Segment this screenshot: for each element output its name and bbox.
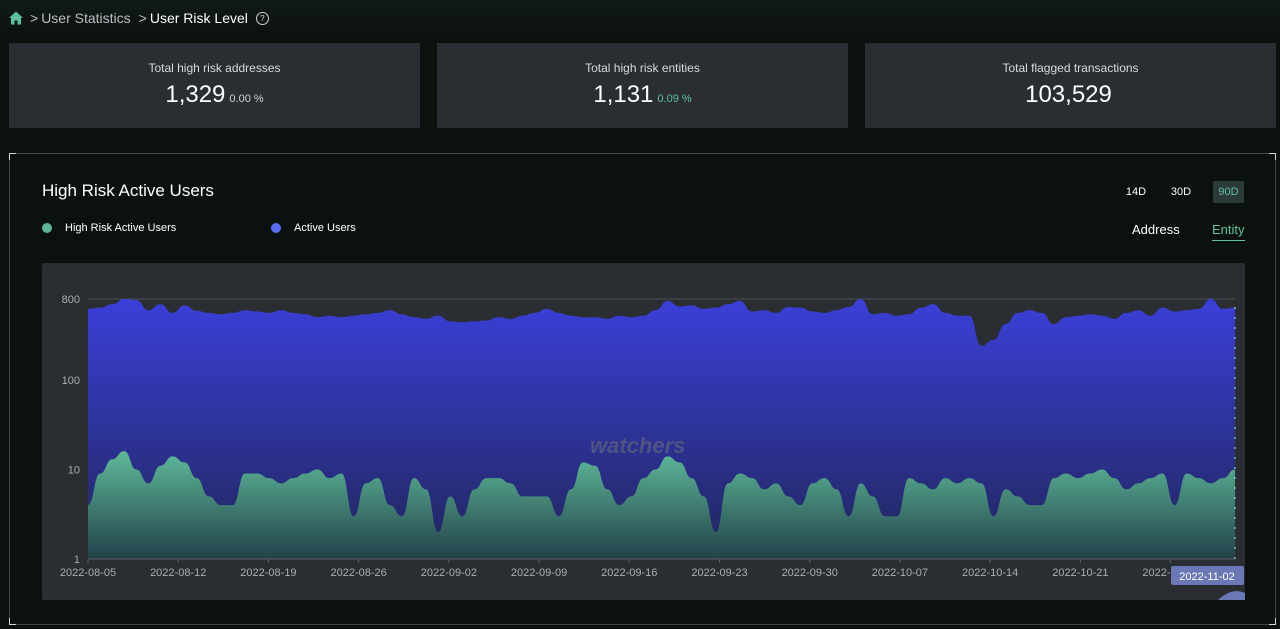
y-tick-label: 10 <box>68 464 80 476</box>
x-tick-label: 2022-09-23 <box>691 567 747 579</box>
legend-label: High Risk Active Users <box>65 222 177 234</box>
x-tick-label: 2022-08-19 <box>240 567 296 579</box>
stat-value: 1,131 0.09 % <box>437 81 848 109</box>
risk-chart[interactable]: watchers 1 10 100 800 2022-08-05 2022-08-12 2… <box>42 263 1245 600</box>
stat-value: 103,529 <box>865 81 1276 109</box>
chart-area: watchers 1 10 100 800 2022-08-05 2022-08-12 2… <box>42 263 1245 600</box>
home-icon[interactable] <box>8 10 24 26</box>
stat-card-transactions: Total flagged transactions 103,529 <box>865 43 1276 128</box>
x-tick-label: 2022-09-16 <box>601 567 657 579</box>
stat-change: 0.00 % <box>229 93 264 105</box>
y-tick-label: 800 <box>62 294 80 306</box>
high-risk-area <box>88 451 1235 559</box>
x-tick-label: 2022-09-30 <box>782 567 838 579</box>
legend-active-users[interactable]: Active Users <box>271 222 356 234</box>
x-tick-label: 2022-09-09 <box>511 567 567 579</box>
stat-number: 103,529 <box>1025 81 1112 108</box>
x-tick-label: 2022-10-21 <box>1052 567 1108 579</box>
x-tick-label: 2022-10-07 <box>872 567 928 579</box>
help-icon[interactable]: ? <box>255 11 269 25</box>
range-90d-button[interactable]: 90D <box>1213 181 1244 203</box>
stat-label: Total flagged transactions <box>1002 61 1139 75</box>
legend-high-risk[interactable]: High Risk Active Users <box>42 222 176 234</box>
x-tick-label: 2022-10-14 <box>962 567 1018 579</box>
top-bar: > User Statistics > User Risk Level ? <box>0 0 1280 36</box>
breadcrumb-separator: > <box>30 10 39 26</box>
y-tick-label: 1 <box>74 554 80 566</box>
hover-date-label: 2022-11-02 <box>1179 571 1234 583</box>
scroll-handle[interactable] <box>1218 591 1245 600</box>
toggle-entity[interactable]: Entity <box>1212 222 1245 241</box>
stat-number: 1,329 <box>165 81 226 108</box>
corner-decoration <box>1269 153 1276 160</box>
panel-title: High Risk Active Users <box>42 181 214 200</box>
range-14d-button[interactable]: 14D <box>1125 186 1147 198</box>
x-tick-label: 2022-08-12 <box>150 567 206 579</box>
high-risk-panel: High Risk Active Users 14D 30D 90D High … <box>9 153 1276 625</box>
breadcrumb: > User Statistics > User Risk Level ? <box>8 9 269 27</box>
toggle-address[interactable]: Address <box>1132 222 1180 237</box>
breadcrumb-user-risk-level: User Risk Level <box>149 10 248 26</box>
legend-dot-icon <box>42 223 52 233</box>
breadcrumb-separator: > <box>138 10 147 26</box>
hover-tooltip <box>1171 566 1244 585</box>
x-tick-label: 2022-08-05 <box>60 567 116 579</box>
watermark-logo: watchers <box>590 433 685 458</box>
corner-decoration <box>1269 618 1276 625</box>
corner-decoration <box>9 153 16 160</box>
corner-decoration <box>9 618 16 625</box>
y-tick-label: 100 <box>62 375 80 387</box>
stat-value: 1,329 0.00 % <box>9 81 420 109</box>
stat-number: 1,131 <box>593 81 654 108</box>
stat-card-addresses: Total high risk addresses 1,329 0.00 % <box>9 43 420 128</box>
stat-label: Total high risk addresses <box>148 61 281 75</box>
legend-label: Active Users <box>294 222 356 234</box>
breadcrumb-user-statistics[interactable]: User Statistics <box>41 10 131 26</box>
stat-card-entities: Total high risk entities 1,131 0.09 % <box>437 43 848 128</box>
legend-dot-icon <box>271 223 281 233</box>
x-tick-label: 2022-09-02 <box>421 567 477 579</box>
stat-change: 0.09 % <box>657 93 692 105</box>
x-tick-label: 2022-08-26 <box>330 567 386 579</box>
range-30d-button[interactable]: 30D <box>1170 186 1192 198</box>
stat-label: Total high risk entities <box>585 61 700 75</box>
